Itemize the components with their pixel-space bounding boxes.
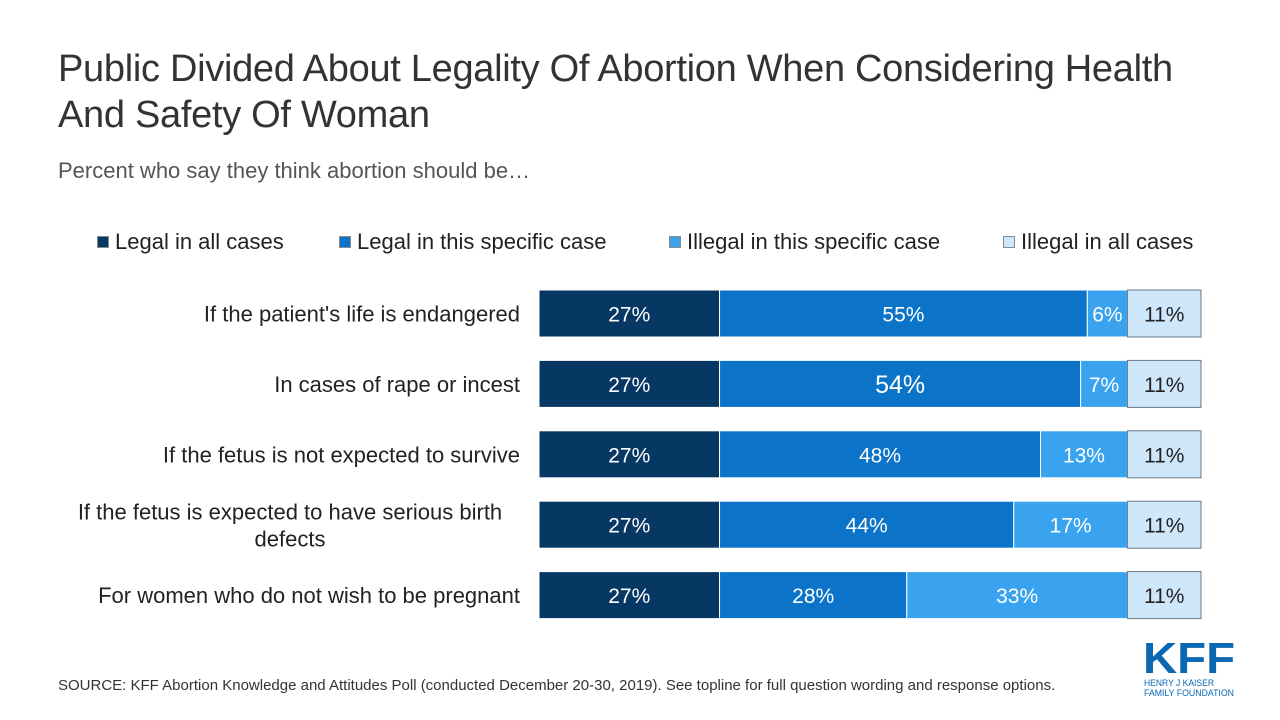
- logo-line-2: FAMILY FOUNDATION: [1144, 688, 1234, 697]
- chart-subtitle: Percent who say they think abortion shou…: [58, 158, 531, 183]
- legend-item-legal-specific: Legal in this specific case: [339, 229, 606, 255]
- bar-segment: [1080, 359, 1128, 408]
- category-label: For women who do not wish to be pregnant: [98, 583, 520, 608]
- data-label: 33%: [996, 585, 1038, 608]
- legend-swatch-legal-specific: [339, 236, 351, 248]
- legend: Legal in all cases Legal in this specifi…: [97, 229, 1227, 259]
- legend-label: Illegal in this specific case: [687, 229, 941, 254]
- data-label: 11%: [1144, 585, 1184, 608]
- legend-item-illegal-specific: Illegal in this specific case: [669, 229, 940, 255]
- bar-segment: [719, 500, 1015, 549]
- data-label: 7%: [1089, 374, 1119, 397]
- bar-segment: [538, 430, 721, 479]
- data-label: 11%: [1144, 374, 1184, 397]
- legend-swatch-illegal-specific: [669, 236, 681, 248]
- data-label: 27%: [608, 304, 650, 327]
- legend-item-legal-all: Legal in all cases: [97, 229, 284, 255]
- category-label: If the fetus is not expected to survive: [163, 442, 520, 467]
- bar-segment: [1086, 289, 1128, 338]
- category-label: If the patient's life is endangered: [204, 302, 520, 327]
- category-label: If the fetus is expected to have serious…: [78, 500, 502, 552]
- bar-segment: [1040, 430, 1128, 479]
- logo-line-1: HENRY J KAISER: [1144, 678, 1214, 688]
- bar-segment: [906, 571, 1128, 620]
- bar-segment: [1126, 359, 1202, 408]
- chart-title: Public Divided About Legality Of Abortio…: [58, 48, 1173, 136]
- data-label: 13%: [1063, 444, 1105, 467]
- logo-mark: KFF: [1143, 637, 1235, 683]
- data-label: 48%: [859, 444, 901, 467]
- data-label: 11%: [1144, 515, 1184, 538]
- bar-segment: [1126, 500, 1202, 549]
- bar-segment: [719, 571, 908, 620]
- data-label: 44%: [846, 515, 888, 538]
- bar-segment: [538, 359, 721, 408]
- legend-label: Illegal in all cases: [1021, 229, 1194, 254]
- data-label: 54%: [875, 371, 925, 399]
- kff-logo: KFF HENRY J KAISER FAMILY FOUNDATION: [1143, 637, 1235, 697]
- legend-swatch-illegal-all: [1003, 236, 1015, 248]
- legend-swatch-legal-all: [97, 236, 109, 248]
- data-label: 27%: [608, 444, 650, 467]
- data-label: 28%: [792, 585, 834, 608]
- data-label: 27%: [608, 515, 650, 538]
- bar-segment: [1126, 289, 1202, 338]
- data-label: 11%: [1144, 444, 1184, 467]
- legend-label: Legal in this specific case: [357, 229, 607, 254]
- bar-segment: [538, 571, 721, 620]
- data-label: 55%: [882, 304, 924, 327]
- source-note: SOURCE: KFF Abortion Knowledge and Attit…: [58, 677, 1056, 694]
- category-label: In cases of rape or incest: [274, 372, 520, 397]
- data-label: 17%: [1050, 515, 1092, 538]
- legend-label: Legal in all cases: [115, 229, 284, 254]
- data-label: 11%: [1144, 304, 1184, 327]
- data-label: 6%: [1092, 304, 1122, 327]
- bar-segment: [538, 500, 721, 549]
- bar-segment: [1126, 571, 1202, 620]
- data-label: 27%: [608, 374, 650, 397]
- bar-segment: [1126, 430, 1202, 479]
- data-label: 27%: [608, 585, 650, 608]
- bar-segment: [1013, 500, 1128, 549]
- bar-segment: [719, 430, 1042, 479]
- bar-segment: [719, 359, 1082, 408]
- legend-item-illegal-all: Illegal in all cases: [1003, 229, 1193, 255]
